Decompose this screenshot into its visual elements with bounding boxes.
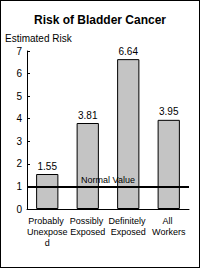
svg-text:All: All <box>162 216 175 226</box>
svg-text:4: 4 <box>16 113 22 124</box>
svg-text:3.95: 3.95 <box>159 106 179 117</box>
svg-text:Unexpose: Unexpose <box>27 227 68 237</box>
svg-text:5: 5 <box>16 91 22 102</box>
svg-text:3.81: 3.81 <box>78 110 98 121</box>
svg-text:Workers: Workers <box>152 227 186 237</box>
svg-text:Estimated Risk: Estimated Risk <box>5 33 73 44</box>
svg-text:1.55: 1.55 <box>38 161 58 172</box>
svg-text:Probably: Probably <box>28 216 66 226</box>
svg-text:d: d <box>45 238 50 248</box>
svg-text:7: 7 <box>16 46 22 57</box>
svg-text:Risk of Bladder Cancer: Risk of Bladder Cancer <box>34 13 166 27</box>
svg-text:6: 6 <box>16 68 22 79</box>
svg-text:6.64: 6.64 <box>119 46 139 57</box>
svg-text:Normal Value: Normal Value <box>81 175 135 185</box>
svg-text:Possibly: Possibly <box>70 216 106 226</box>
svg-text:1: 1 <box>16 181 22 192</box>
svg-text:0: 0 <box>16 204 22 215</box>
svg-text:Exposed: Exposed <box>111 227 146 237</box>
svg-text:Definitely: Definitely <box>108 216 148 226</box>
svg-text:Exposed: Exposed <box>70 227 105 237</box>
svg-text:3: 3 <box>16 136 22 147</box>
svg-text:2: 2 <box>16 158 22 169</box>
